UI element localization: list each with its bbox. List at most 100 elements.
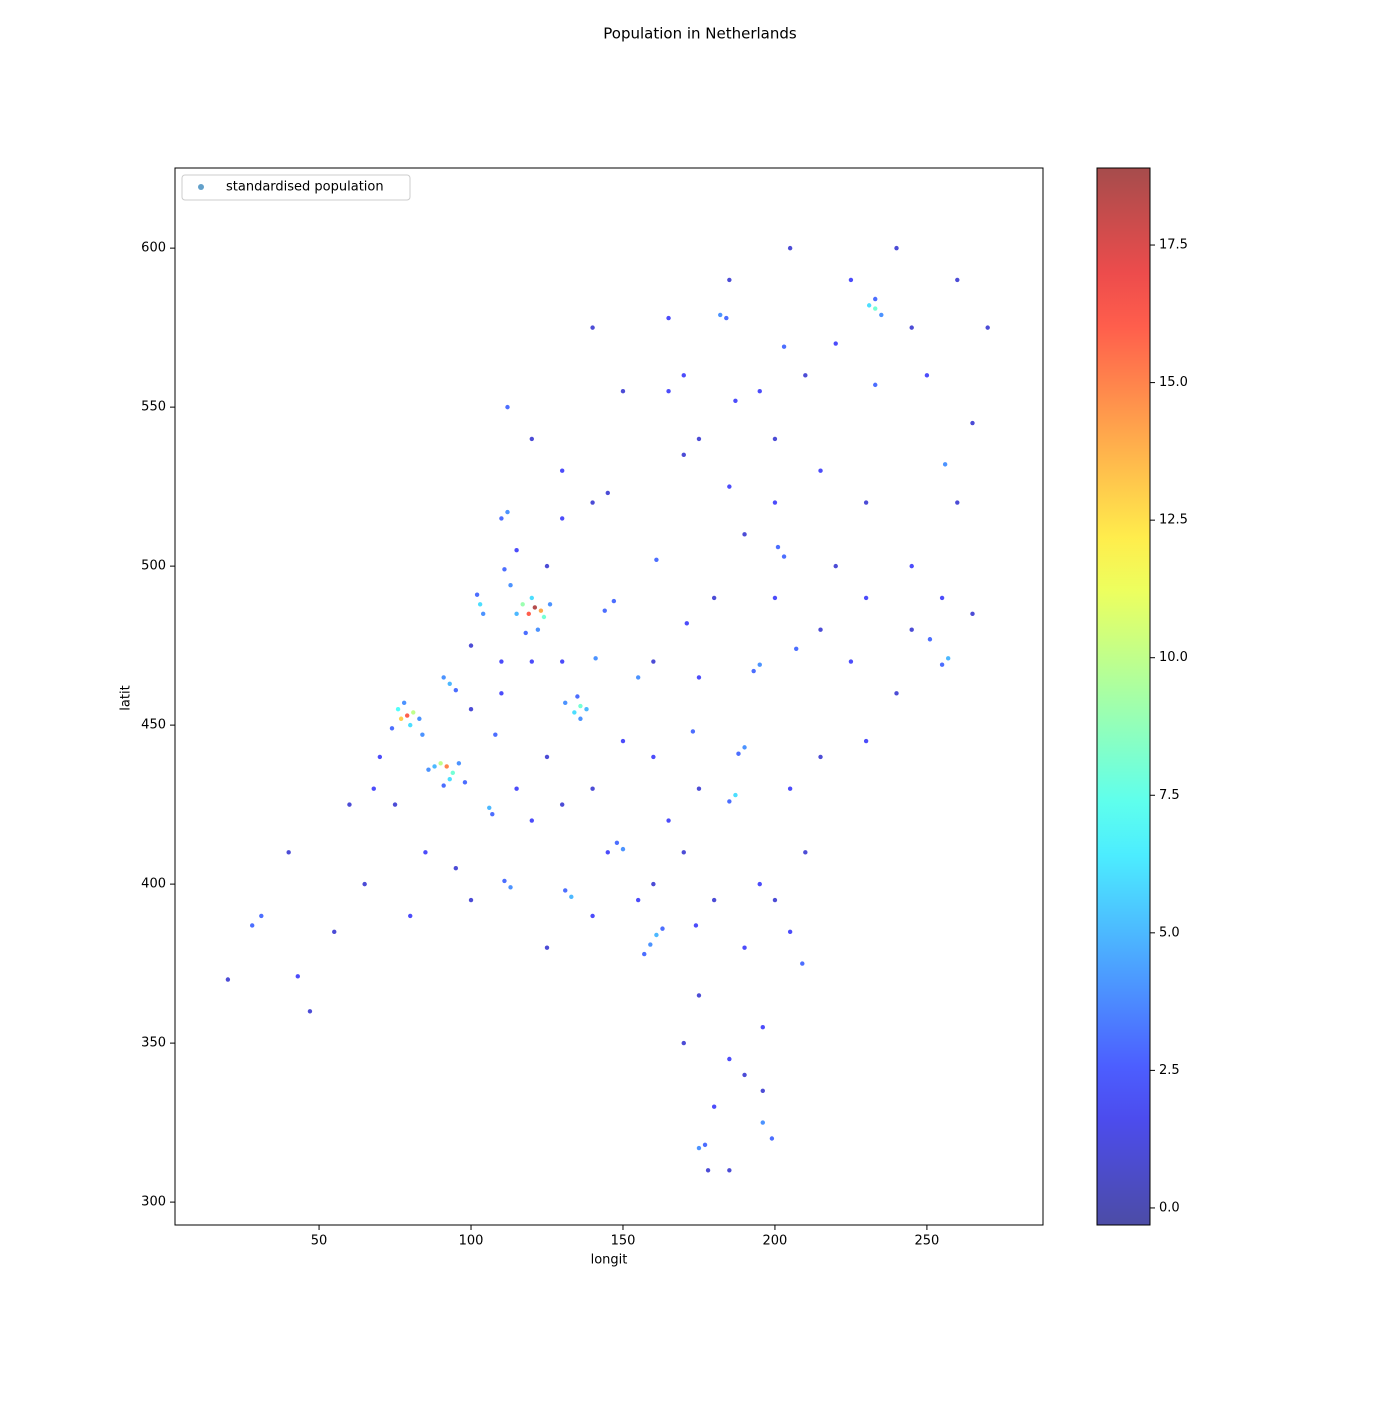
point — [724, 315, 729, 321]
point — [514, 786, 519, 791]
point — [702, 1142, 708, 1148]
chart-title: Population in Netherlands — [603, 25, 797, 43]
point — [775, 544, 781, 550]
point — [736, 751, 741, 756]
point — [480, 611, 486, 617]
point — [447, 776, 452, 782]
point — [389, 726, 395, 731]
point — [690, 729, 696, 734]
point — [590, 913, 595, 919]
point — [711, 897, 717, 903]
point — [696, 786, 702, 791]
point — [848, 659, 854, 664]
point — [468, 897, 474, 903]
point — [651, 754, 656, 760]
point — [879, 312, 884, 318]
point — [760, 1088, 765, 1094]
point — [742, 1072, 747, 1078]
point — [408, 722, 413, 728]
point — [423, 850, 428, 855]
point — [441, 783, 446, 788]
y-axis-label: latit — [119, 685, 134, 710]
point — [654, 932, 659, 938]
point — [544, 754, 550, 760]
point — [620, 846, 626, 852]
point — [654, 557, 659, 562]
point — [450, 770, 455, 776]
point — [666, 818, 671, 823]
point — [848, 277, 854, 283]
point — [772, 595, 778, 601]
point — [487, 805, 492, 810]
point — [559, 659, 565, 664]
point — [468, 643, 474, 648]
point — [742, 532, 747, 537]
plot-frame — [174, 167, 1044, 1226]
point — [417, 716, 422, 721]
point — [468, 707, 474, 712]
point — [803, 373, 808, 378]
point — [970, 611, 975, 617]
point — [477, 602, 483, 607]
point — [635, 675, 641, 680]
legend: standardised population — [181, 174, 411, 201]
point — [307, 1009, 313, 1014]
point — [347, 802, 352, 807]
point — [945, 656, 951, 661]
point — [578, 716, 583, 721]
point — [651, 881, 656, 887]
point — [544, 945, 550, 950]
point — [757, 389, 762, 394]
x-tick-label: 100 — [459, 1234, 484, 1249]
point — [863, 500, 869, 505]
point — [362, 881, 367, 887]
point — [681, 850, 686, 855]
point — [426, 767, 431, 772]
point — [286, 850, 291, 855]
point — [696, 675, 702, 680]
point — [499, 516, 504, 521]
point — [438, 761, 443, 766]
point — [508, 885, 513, 890]
point — [696, 993, 702, 998]
point — [772, 500, 778, 505]
point — [523, 630, 528, 636]
point — [942, 462, 948, 467]
point — [584, 707, 589, 712]
point — [894, 245, 899, 251]
point — [605, 490, 610, 496]
point — [259, 913, 264, 919]
point — [727, 277, 732, 283]
point — [563, 700, 568, 706]
point — [863, 738, 869, 744]
y-tick-label: 400 — [141, 877, 166, 892]
y-tick-label: 600 — [141, 241, 166, 256]
point — [955, 500, 960, 505]
point — [547, 602, 553, 607]
x-tick-label: 200 — [763, 1234, 788, 1249]
y-tick-label: 500 — [141, 559, 166, 574]
point — [559, 802, 565, 807]
x-axis-label: longit — [591, 1253, 628, 1268]
point — [401, 700, 407, 706]
point — [572, 710, 577, 715]
point — [781, 344, 787, 349]
point — [873, 306, 878, 311]
point — [939, 662, 945, 667]
y-tick-label: 300 — [141, 1195, 166, 1210]
point — [651, 659, 656, 664]
point — [453, 687, 459, 693]
point — [611, 598, 617, 604]
point — [563, 888, 568, 893]
point — [502, 878, 507, 884]
point — [660, 926, 665, 931]
point — [742, 745, 747, 750]
point — [711, 595, 717, 601]
point — [705, 1168, 711, 1173]
point — [505, 404, 510, 410]
point — [529, 595, 535, 601]
point — [787, 245, 793, 251]
y-tick-label: 450 — [141, 718, 166, 733]
point — [727, 1168, 732, 1173]
